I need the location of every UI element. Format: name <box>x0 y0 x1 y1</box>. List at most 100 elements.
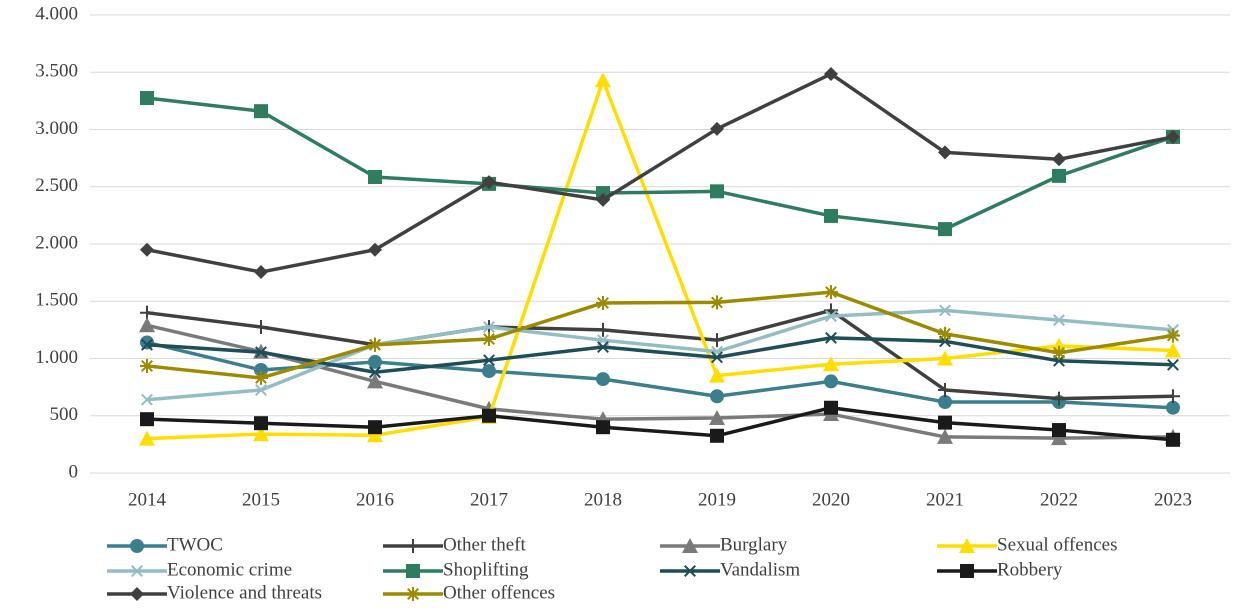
data-point <box>596 322 610 337</box>
data-point <box>824 400 838 415</box>
data-point <box>140 335 154 350</box>
data-point <box>710 121 724 136</box>
data-point <box>141 338 153 351</box>
legend-label: Other offences <box>443 582 555 603</box>
y-tick-label: 3.000 <box>35 118 78 139</box>
data-point <box>367 427 383 443</box>
data-point <box>596 295 610 310</box>
x-tick-label: 2023 <box>1154 489 1192 510</box>
x-tick-label: 2020 <box>812 489 850 510</box>
legend-label: Violence and threats <box>167 582 322 603</box>
legend-marker <box>406 587 420 601</box>
data-point <box>140 242 154 257</box>
data-point <box>368 170 382 185</box>
y-tick-label: 4.000 <box>35 3 78 24</box>
data-point <box>938 145 952 160</box>
legend-label: Shoplifting <box>443 559 529 580</box>
data-point <box>140 358 154 373</box>
data-point <box>1052 391 1066 406</box>
data-point <box>938 415 952 430</box>
data-point <box>482 408 496 423</box>
series-line <box>146 308 1174 402</box>
data-point <box>1052 423 1066 438</box>
data-point <box>254 320 268 335</box>
data-point <box>937 350 953 366</box>
data-point <box>139 317 155 333</box>
data-point <box>254 265 268 280</box>
data-point <box>938 395 952 410</box>
data-point <box>255 384 267 396</box>
legend-marker <box>684 565 696 577</box>
legend-marker <box>406 539 420 553</box>
legend-marker <box>406 564 420 578</box>
legend-marker <box>130 539 144 553</box>
data-point <box>939 304 951 317</box>
data-point <box>709 367 725 383</box>
data-point <box>595 72 611 88</box>
x-tick-label: 2016 <box>356 489 394 510</box>
data-point <box>139 430 155 446</box>
series-line <box>146 72 1174 274</box>
data-point <box>254 104 268 119</box>
legend-marker <box>130 587 144 601</box>
data-point <box>255 346 267 359</box>
data-point <box>596 420 610 435</box>
data-point <box>368 354 382 369</box>
data-point <box>824 66 838 81</box>
data-point <box>140 412 154 427</box>
data-point <box>824 208 838 223</box>
data-point <box>938 382 952 397</box>
data-point <box>596 372 610 387</box>
y-tick-label: 500 <box>50 404 79 425</box>
legend-marker <box>682 538 698 553</box>
data-point <box>140 91 154 106</box>
data-point <box>1166 129 1180 144</box>
legend-label: Sexual offences <box>997 534 1117 555</box>
y-tick-label: 3.500 <box>35 61 78 82</box>
data-point <box>253 426 269 442</box>
data-point <box>710 295 724 310</box>
data-point <box>1051 430 1067 446</box>
series-line <box>146 290 1174 380</box>
x-tick-label: 2018 <box>584 489 622 510</box>
data-point <box>483 321 495 333</box>
data-point <box>1166 432 1180 447</box>
data-point <box>1166 389 1180 404</box>
x-tick-label: 2017 <box>470 489 508 510</box>
data-point <box>825 331 837 344</box>
series-line <box>146 323 1174 440</box>
y-tick-label: 1.000 <box>35 347 78 368</box>
y-tick-label: 0 <box>69 461 79 482</box>
data-point <box>1052 152 1066 167</box>
x-tick-label: 2014 <box>128 489 167 510</box>
data-point <box>482 175 496 190</box>
y-tick-label: 2.000 <box>35 232 78 253</box>
legend-label: Vandalism <box>720 559 800 580</box>
legend-label: TWOC <box>167 534 223 555</box>
data-point <box>1165 342 1181 358</box>
data-point <box>825 310 837 323</box>
data-point <box>367 373 383 389</box>
data-point <box>710 184 724 199</box>
data-point <box>254 370 268 385</box>
data-point <box>368 242 382 257</box>
data-point <box>938 326 952 341</box>
legend-marker <box>960 564 974 578</box>
data-point <box>711 351 723 364</box>
legend-label: Burglary <box>720 534 788 555</box>
data-point <box>823 356 839 372</box>
data-point <box>709 410 725 426</box>
data-point <box>482 332 496 347</box>
data-point <box>710 428 724 443</box>
data-point <box>824 285 838 300</box>
series-line <box>146 308 1174 401</box>
legend-label: Robbery <box>997 559 1063 580</box>
data-point <box>482 364 496 379</box>
series-line <box>146 96 1174 231</box>
data-point <box>1166 400 1180 415</box>
data-point <box>141 393 153 406</box>
data-point <box>597 341 609 354</box>
data-point <box>254 416 268 431</box>
data-point <box>938 222 952 237</box>
